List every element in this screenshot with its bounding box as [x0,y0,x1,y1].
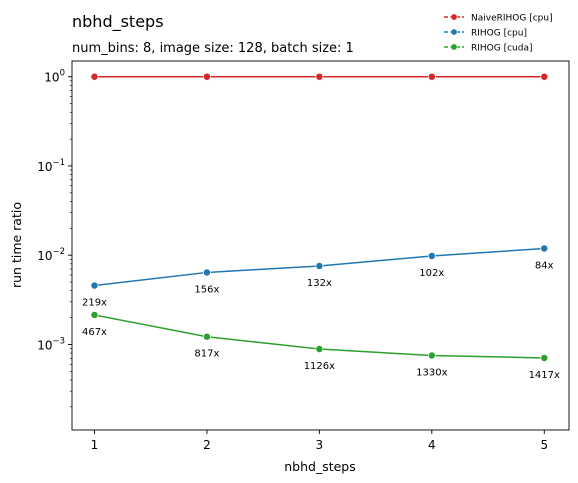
chart-subtitle: num_bins: 8, image size: 128, batch size… [72,41,354,56]
series-layer [90,72,549,362]
x-tick-label: 2 [203,438,211,452]
x-tick-label: 5 [540,438,548,452]
x-tick-label: 3 [316,438,324,452]
data-label: 84x [535,260,554,271]
data-point [90,281,99,290]
data-label: 132x [307,278,332,289]
legend: NaiveRIHOG [cpu] RIHOG [cpu] RIHOG [cuda] [444,14,553,54]
legend-label: RIHOG [cuda] [471,44,533,54]
data-label: 219x [82,298,107,309]
y-tick-label: 10−3 [37,336,65,352]
x-tick-label: 4 [428,438,436,452]
data-label: 817x [194,349,219,360]
data-labels: 219x 156x 132x 102x 84x 467x 817x 1126x 1330x 141… [82,260,560,380]
data-label: 1330x [416,367,447,378]
legend-marker [450,28,458,36]
data-label: 1417x [529,370,560,381]
legend-marker [450,13,458,21]
chart-title: nbhd_steps [72,12,164,32]
data-label: 156x [194,284,219,295]
data-point [540,353,549,362]
data-point [90,72,99,81]
data-point [315,72,324,81]
data-point [202,268,211,277]
data-point [315,261,324,270]
data-point [90,311,99,319]
data-label: 102x [419,268,444,279]
data-point [202,332,211,341]
data-point [315,345,324,354]
y-tick-label: 10−2 [37,247,65,263]
data-point [427,72,436,81]
data-point [202,72,211,81]
y-axis-ticks: 100 10−1 10−2 10−3 [37,69,72,408]
x-axis-label: nbhd_steps [284,459,356,474]
y-axis-label: run time ratio [9,202,24,288]
data-point [427,351,436,360]
legend-marker [450,43,458,51]
data-point [540,244,549,253]
y-tick-label: 10−1 [37,158,65,174]
legend-label: NaiveRIHOG [cpu] [471,14,553,24]
x-axis-ticks: 1 2 3 4 5 [91,430,548,452]
data-point [427,252,436,260]
x-tick-label: 1 [91,438,99,452]
data-label: 1126x [304,361,335,372]
legend-label: RIHOG [cpu] [471,29,527,39]
data-label: 467x [82,327,107,338]
plot-area [71,60,570,431]
y-tick-label: 100 [44,69,65,85]
data-point [540,72,549,81]
